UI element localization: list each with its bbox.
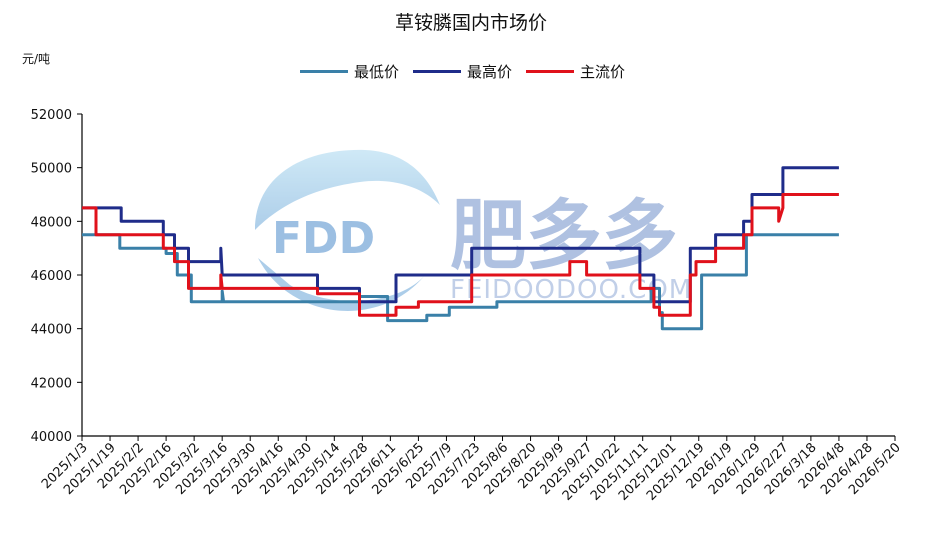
- legend-label-max: 最高价: [467, 62, 513, 81]
- y-tick-label: 48000: [31, 215, 72, 230]
- y-tick-label: 46000: [31, 269, 72, 284]
- legend-item-min: 最低价: [300, 61, 399, 82]
- y-tick-label: 52000: [31, 108, 72, 123]
- legend-label-main: 主流价: [580, 62, 626, 81]
- chart-title: 草铵膦国内市场价: [394, 12, 547, 34]
- legend-item-main: 主流价: [526, 61, 625, 82]
- y-tick-label: 44000: [31, 323, 72, 338]
- series-line-2: [82, 193, 839, 317]
- y-tick-label: 40000: [31, 430, 72, 445]
- watermark-logo-text: FDD: [272, 213, 375, 264]
- watermark: FDD 肥多多 FEIDOODOO.COM: [255, 149, 691, 311]
- legend-label-min: 最低价: [354, 62, 400, 81]
- legend: 最低价 最高价 主流价: [300, 60, 625, 82]
- legend-item-max: 最高价: [413, 61, 512, 82]
- watermark-logo-icon: [255, 149, 440, 230]
- x-ticks: 2025/1/32025/1/192025/2/22025/2/162025/3…: [39, 436, 904, 504]
- series-lines: [82, 166, 839, 331]
- series-line-1: [82, 166, 839, 304]
- legend-swatch-max: [413, 69, 462, 73]
- legend-swatch-min: [300, 69, 348, 73]
- y-axis-unit: 元/吨: [22, 52, 51, 66]
- legend-swatch-main: [526, 69, 575, 73]
- y-tick-label: 42000: [31, 376, 72, 391]
- y-ticks: 40000 42000 44000 46000 48000 50000 52000: [31, 108, 82, 445]
- y-tick-label: 50000: [31, 162, 72, 177]
- watermark-brand-cn: 肥多多: [450, 191, 678, 280]
